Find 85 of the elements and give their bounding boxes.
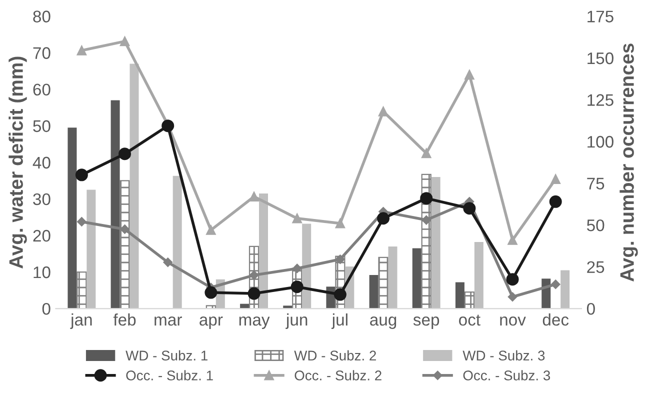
point xyxy=(206,225,216,235)
y2-tick-label: 25 xyxy=(587,261,604,274)
y2-tick-label: 100 xyxy=(588,136,614,148)
y2-tick-label: 75 xyxy=(587,178,604,190)
y2-tick-label: 150 xyxy=(588,52,614,64)
x-tick-label: nov xyxy=(500,316,526,326)
point xyxy=(162,120,174,132)
y2-tick-label: 175 xyxy=(588,10,614,22)
bar xyxy=(464,292,474,309)
point xyxy=(249,270,259,280)
point xyxy=(249,192,259,202)
x-tick-label: dec xyxy=(542,313,569,326)
point xyxy=(550,174,560,184)
point xyxy=(377,212,390,225)
point xyxy=(463,202,476,215)
y2-tick-label: 50 xyxy=(586,219,604,232)
point xyxy=(549,195,562,208)
point xyxy=(378,106,388,116)
x-tick-label: jul xyxy=(331,313,348,329)
legend-label: WD - Subz. 2 xyxy=(294,350,376,360)
point xyxy=(464,70,474,80)
bar xyxy=(86,190,96,309)
point xyxy=(422,215,431,225)
bar xyxy=(388,246,398,309)
y-tick-label: 20 xyxy=(33,230,50,242)
point xyxy=(421,148,432,158)
point xyxy=(335,218,346,228)
bar xyxy=(110,100,120,309)
point xyxy=(420,192,433,205)
x-tick-label: mar xyxy=(154,316,182,326)
point xyxy=(248,287,260,300)
bar xyxy=(378,256,388,309)
bar xyxy=(369,274,378,309)
point xyxy=(77,217,86,226)
point xyxy=(163,258,172,267)
x-tick-label: jun xyxy=(286,313,308,329)
y-tick-label: 30 xyxy=(33,193,50,206)
y-tick-label: 80 xyxy=(33,10,50,22)
x-tick-label: may xyxy=(239,316,270,329)
legend-label: Occ. - Subz. 1 xyxy=(126,370,213,380)
bar xyxy=(259,193,268,309)
point xyxy=(292,213,302,224)
bar xyxy=(68,128,77,309)
y-tick-label: 60 xyxy=(33,84,50,96)
y-axis-title: Avg. water deficit (mm) xyxy=(8,56,27,269)
bar xyxy=(302,224,312,309)
bar xyxy=(474,242,484,309)
y-tick-label: 70 xyxy=(33,47,50,59)
y-tick-label: 10 xyxy=(34,266,50,278)
point xyxy=(120,36,130,46)
point xyxy=(75,168,88,182)
y-tick-label: 0 xyxy=(42,302,50,315)
point xyxy=(506,273,519,286)
y2-tick-label: 125 xyxy=(588,94,614,106)
x-tick-label: aug xyxy=(370,316,396,329)
bar xyxy=(455,282,464,309)
bar xyxy=(412,248,422,309)
bar xyxy=(172,176,182,309)
y2-tick-label: 0 xyxy=(586,302,595,315)
legend-label: WD - Subz. 3 xyxy=(462,350,545,360)
legend-label: WD - Subz. 1 xyxy=(126,350,208,360)
point xyxy=(550,280,560,289)
x-tick-label: apr xyxy=(200,316,223,329)
x-tick-label: sep xyxy=(413,316,440,329)
point xyxy=(204,286,218,299)
bar xyxy=(560,270,570,309)
point xyxy=(292,264,302,274)
legend-label: Occ. - Subz. 3 xyxy=(463,370,550,380)
bar xyxy=(130,64,139,309)
legend-label: Occ. - Subz. 2 xyxy=(294,370,382,380)
x-tick-label: oct xyxy=(459,314,480,326)
point xyxy=(334,288,346,301)
point xyxy=(508,292,518,302)
point xyxy=(508,235,518,245)
x-tick-label: jan xyxy=(70,313,92,329)
point xyxy=(76,46,87,56)
y-tick-label: 40 xyxy=(32,156,50,169)
bar xyxy=(76,271,87,309)
bar xyxy=(431,177,440,309)
y2-axis-title: Avg. number occurrences xyxy=(620,44,638,282)
point xyxy=(290,280,304,294)
point xyxy=(118,148,132,160)
y-tick-label: 50 xyxy=(33,120,50,132)
x-tick-label: feb xyxy=(113,313,136,326)
point xyxy=(336,254,345,264)
